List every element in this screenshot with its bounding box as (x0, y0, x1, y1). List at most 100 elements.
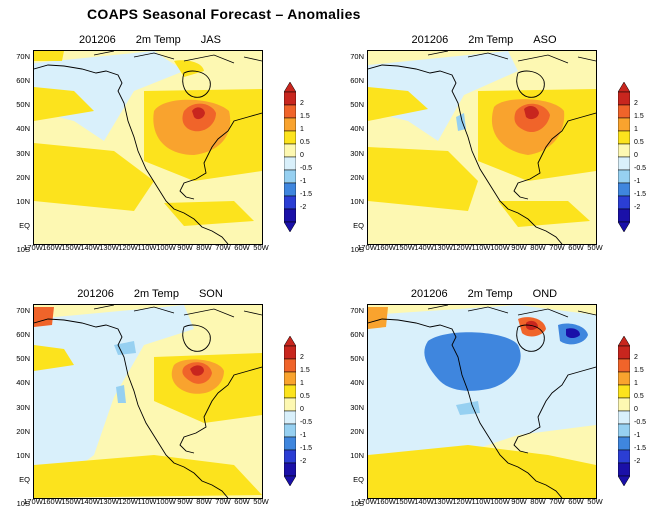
colorbar-tick-label: 1 (300, 126, 304, 133)
lat-tick-label: 10N (350, 450, 364, 460)
colorbar-tick-label: -1 (634, 178, 641, 185)
colorbar-bin (284, 182, 296, 197)
lon-tick-label: 130W (433, 243, 453, 252)
anomaly-region (368, 87, 428, 121)
lon-tick-label: 120W (118, 497, 138, 506)
arctic-islands (93, 305, 262, 318)
colorbar-tick-label: 0.5 (300, 139, 310, 146)
lat-tick-label: 40N (16, 378, 30, 388)
lat-tick-label: 10N (16, 196, 30, 206)
panel-title: 201206 2m Temp ASO (334, 34, 634, 46)
map-canvas (34, 51, 262, 244)
hudson-bay-outline (516, 324, 545, 352)
lat-tick-label: 50N (16, 354, 30, 364)
coastline (34, 64, 229, 244)
colorbar-bin (618, 449, 630, 464)
lat-tick-label: EQ (353, 220, 364, 230)
panel-init: 201206 (410, 288, 448, 300)
lon-tick-label: 110W (471, 497, 491, 506)
page-title: COAPS Seasonal Forecast – Anomalies (87, 6, 361, 22)
lat-tick-label: 10S (350, 499, 364, 508)
coastline (368, 318, 563, 498)
colorbar-max-arrow (618, 82, 630, 93)
colorbar-bin (284, 436, 296, 451)
anomaly-region (368, 147, 478, 211)
colorbar-bin (618, 143, 630, 158)
panel-variable: 2m Temp (467, 288, 513, 300)
lat-tick-label: 60N (16, 330, 30, 340)
anomaly-region (34, 51, 184, 141)
lon-tick-label: 100W (490, 243, 510, 252)
lon-tick-label: 150W (61, 497, 81, 506)
anomaly-region (34, 87, 94, 121)
colorbar-tick-label: 0 (300, 152, 304, 159)
lat-tick-label: 20N (16, 426, 30, 436)
lat-tick-label: 70N (16, 306, 30, 315)
colorbar-bin (618, 436, 630, 451)
coastline (368, 64, 563, 244)
lon-tick-label: 150W (61, 243, 81, 252)
panel-init: 201206 (79, 34, 116, 46)
lon-tick-label: 170W (23, 243, 43, 252)
lat-tick-label: 10N (350, 196, 364, 206)
lon-tick-label: 110W (137, 497, 157, 506)
anomaly-region (34, 307, 54, 327)
colorbar-bin (618, 423, 630, 438)
colorbar-tick-label: 1.5 (300, 113, 310, 120)
lat-tick-label: 10S (350, 245, 364, 254)
lat-tick-label: 30N (350, 148, 364, 158)
colorbar-bin (284, 358, 296, 373)
panel-variable: 2m Temp (133, 288, 179, 300)
arctic-islands (427, 305, 596, 318)
lon-tick-label: 90W (511, 243, 527, 252)
lon-tick-label: 80W (196, 243, 212, 252)
lon-tick-label: 60W (234, 497, 250, 506)
map-canvas (368, 51, 596, 244)
anomaly-region (34, 455, 262, 498)
lon-tick-label: 140W (80, 497, 100, 506)
colorbar-tick-label: 1 (634, 126, 638, 133)
lat-tick-label: 60N (16, 76, 30, 86)
coastline-east (513, 366, 596, 454)
lon-tick-label: 120W (452, 497, 472, 506)
forecast-panel-aso: 201206 2m Temp ASO 70N 60N 50N 40N 30N 20N 10N EQ… (334, 0, 646, 254)
panel-title: 201206 2m Temp OND (334, 288, 634, 300)
lat-tick-label: 50N (16, 100, 30, 110)
lon-tick-label: 160W (42, 497, 62, 506)
lon-tick-label: 160W (42, 243, 62, 252)
coastline-east (179, 112, 262, 200)
colorbar-bin (284, 423, 296, 438)
coastline-east (513, 112, 596, 200)
lat-tick-label: 20N (16, 172, 30, 182)
lon-tick-label: 90W (511, 497, 527, 506)
lon-tick-label: 160W (376, 243, 396, 252)
lon-tick-label: 90W (177, 243, 193, 252)
panel-title: 201206 2m Temp SON (0, 288, 300, 300)
colorbar-tick-label: 2 (300, 100, 304, 107)
colorbar-bin (618, 169, 630, 184)
anomaly-region (116, 385, 126, 403)
lat-tick-label: 60N (350, 76, 364, 86)
colorbar-bin (618, 104, 630, 119)
colorbar-bin (284, 117, 296, 132)
map-canvas (368, 305, 596, 498)
arctic-islands (93, 51, 262, 64)
colorbar-min-arrow (618, 475, 630, 486)
lon-tick-label: 140W (414, 243, 434, 252)
colorbar-bin (618, 117, 630, 132)
anomaly-region (34, 143, 154, 211)
colorbar-tick-label: 1.5 (634, 113, 644, 120)
anomaly-map (33, 50, 263, 245)
hudson-bay-outline (182, 324, 211, 352)
colorbar-max-arrow (618, 336, 630, 347)
colorbar-bin (284, 371, 296, 386)
colorbar-tick-label: -1.5 (634, 445, 647, 452)
colorbar-min-arrow (618, 221, 630, 232)
lat-tick-label: EQ (19, 220, 30, 230)
colorbar-bin (284, 384, 296, 399)
colorbar-tick-label: -1.5 (300, 191, 313, 198)
lon-tick-label: 80W (530, 243, 546, 252)
lon-tick-label: 110W (471, 243, 491, 252)
colorbar-min-arrow (284, 221, 296, 232)
lon-tick-label: 70W (215, 497, 231, 506)
